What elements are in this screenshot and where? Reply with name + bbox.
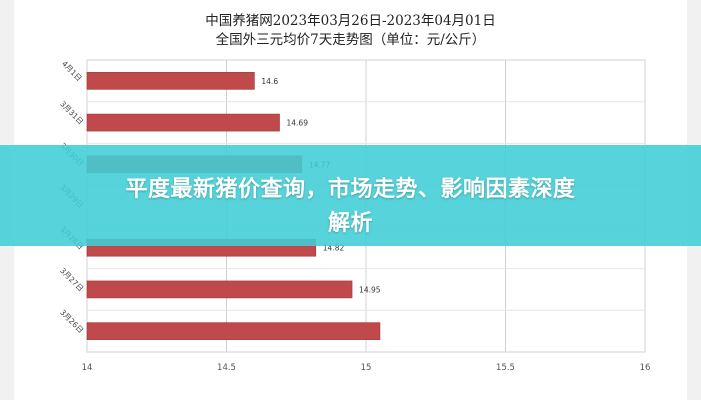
bar-value-label: 14.95 (359, 285, 381, 294)
x-tick-label: 14 (82, 363, 93, 373)
x-tick-label: 15 (361, 363, 372, 373)
category-label: 3月31日 (58, 99, 85, 126)
headline-banner (0, 145, 701, 246)
x-tick-label: 16 (640, 363, 651, 373)
category-label: 3月27日 (58, 266, 85, 293)
x-tick-label: 15.5 (496, 363, 515, 373)
chart-title: 中国养猪网2023年03月26日-2023年04月01日 (205, 13, 496, 29)
bar (86, 322, 381, 340)
category-label: 4月1日 (60, 59, 84, 83)
bar (86, 113, 280, 132)
banner-headline-line-1: 平度最新猪价查询，市场走势、影响因素深度 (125, 177, 576, 202)
banner-headline-line-2: 解析 (327, 211, 373, 236)
bar (86, 72, 255, 90)
category-label: 3月26日 (58, 308, 85, 335)
bar-value-label: 14.82 (323, 244, 345, 253)
chart-subtitle: 全国外三元均价7天走势图（单位：元/公斤） (215, 32, 486, 48)
bar-value-label: 14.69 (287, 119, 309, 128)
bar (86, 280, 353, 299)
x-tick-label: 14.5 (217, 363, 236, 373)
bar-value-label: 14.6 (261, 77, 278, 86)
